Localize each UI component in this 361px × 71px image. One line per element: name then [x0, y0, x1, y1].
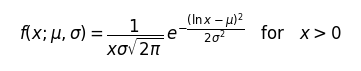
Text: $f(x;\mu,\sigma) = \dfrac{1}{x\sigma\sqrt{2\pi}}\,e^{-\dfrac{(\ln x-\mu)^2}{2\si: $f(x;\mu,\sigma) = \dfrac{1}{x\sigma\sqr…: [19, 12, 342, 59]
